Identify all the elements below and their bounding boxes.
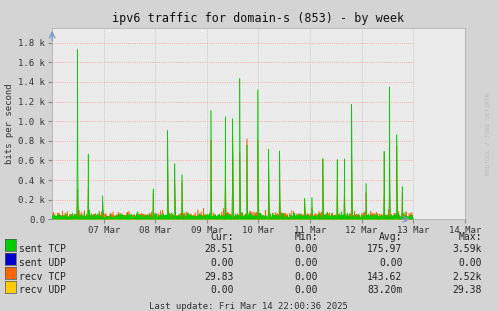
Text: recv TCP: recv TCP <box>19 272 66 281</box>
Text: 0.00: 0.00 <box>295 272 318 281</box>
Text: Max:: Max: <box>459 232 482 242</box>
Text: recv UDP: recv UDP <box>19 285 66 295</box>
Text: 29.83: 29.83 <box>204 272 234 281</box>
Text: 0.00: 0.00 <box>295 258 318 267</box>
Text: Avg:: Avg: <box>379 232 403 242</box>
Text: Last update: Fri Mar 14 22:00:36 2025: Last update: Fri Mar 14 22:00:36 2025 <box>149 302 348 311</box>
Text: Min:: Min: <box>295 232 318 242</box>
Text: sent UDP: sent UDP <box>19 258 66 267</box>
Text: 83.20m: 83.20m <box>367 285 403 295</box>
Title: ipv6 traffic for domain-s (853) - by week: ipv6 traffic for domain-s (853) - by wee… <box>112 12 405 26</box>
Text: 3.59k: 3.59k <box>453 244 482 253</box>
Text: 0.00: 0.00 <box>295 285 318 295</box>
Text: 0.00: 0.00 <box>295 244 318 253</box>
Text: 0.00: 0.00 <box>459 258 482 267</box>
Text: Cur:: Cur: <box>210 232 234 242</box>
Text: 143.62: 143.62 <box>367 272 403 281</box>
Text: 175.97: 175.97 <box>367 244 403 253</box>
Text: sent TCP: sent TCP <box>19 244 66 253</box>
Text: 28.51: 28.51 <box>204 244 234 253</box>
Text: RRDTOOL / TOBI OETIKER: RRDTOOL / TOBI OETIKER <box>486 92 491 175</box>
Text: 0.00: 0.00 <box>210 258 234 267</box>
Y-axis label: bits per second: bits per second <box>5 83 14 164</box>
Text: 2.52k: 2.52k <box>453 272 482 281</box>
Text: 0.00: 0.00 <box>379 258 403 267</box>
Text: 29.38: 29.38 <box>453 285 482 295</box>
Text: 0.00: 0.00 <box>210 285 234 295</box>
